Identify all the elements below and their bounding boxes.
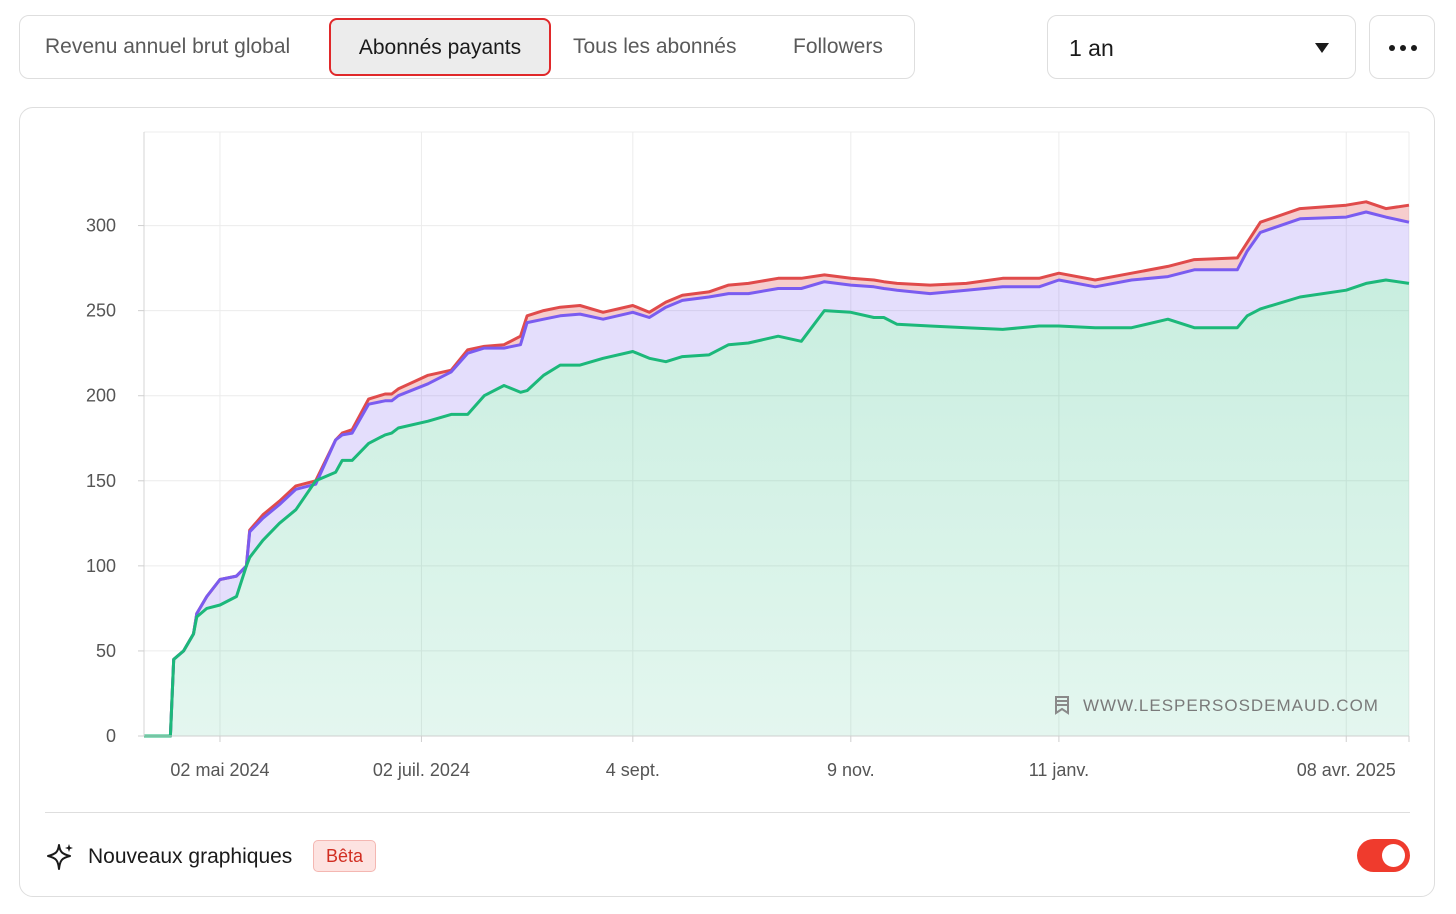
feature-label: Nouveaux graphiques bbox=[88, 845, 293, 868]
caret-down-icon bbox=[1315, 43, 1329, 53]
bookmark-icon bbox=[1055, 696, 1069, 715]
series-line-purple bbox=[144, 210, 1410, 738]
watermark: WWW.LESPERSOSDEMAUD.COM bbox=[1055, 696, 1379, 715]
area-green bbox=[144, 280, 1409, 736]
beta-badge: Bêta bbox=[313, 840, 376, 872]
y-tick-label: 150 bbox=[86, 471, 116, 491]
x-tick-label: 4 sept. bbox=[606, 760, 660, 780]
chart-lines bbox=[144, 200, 1410, 738]
footer-divider bbox=[45, 812, 1410, 813]
y-tick-label: 200 bbox=[86, 386, 116, 406]
more-options-button[interactable] bbox=[1369, 15, 1435, 79]
tab-abonnes-payants[interactable]: Abonnés payants bbox=[329, 18, 551, 76]
series-line-green bbox=[144, 278, 1410, 738]
x-tick-label: 9 nov. bbox=[827, 760, 875, 780]
chart-card: 0 50 100 150 200 250 300 02 mai 2024 02 juil. 20… bbox=[19, 107, 1435, 897]
watermark-text: WWW.LESPERSOSDEMAUD.COM bbox=[1083, 696, 1379, 715]
new-charts-toggle[interactable] bbox=[1357, 839, 1410, 872]
sparkle-icon bbox=[47, 844, 73, 870]
y-tick-label: 250 bbox=[86, 301, 116, 321]
tab-followers[interactable]: Followers bbox=[793, 35, 883, 58]
y-tick-label: 300 bbox=[86, 216, 116, 236]
metric-tabs: Revenu annuel brut global Abonnés payant… bbox=[19, 15, 915, 79]
area-purple bbox=[144, 212, 1409, 736]
tab-revenu-annuel[interactable]: Revenu annuel brut global bbox=[45, 35, 291, 58]
x-tick-label: 11 janv. bbox=[1029, 760, 1089, 780]
tab-tous-les-abonnes[interactable]: Tous les abonnés bbox=[573, 35, 737, 58]
y-tick-label: 50 bbox=[96, 641, 116, 661]
x-tick-label: 02 juil. 2024 bbox=[373, 760, 470, 780]
y-tick-label: 0 bbox=[106, 726, 116, 746]
y-tick-label: 100 bbox=[86, 556, 116, 576]
series-line-red bbox=[144, 200, 1410, 738]
ellipsis-icon bbox=[1389, 45, 1417, 51]
period-select[interactable]: 1 an bbox=[1047, 15, 1356, 79]
x-tick-label: 08 avr. 2025 bbox=[1297, 760, 1396, 780]
x-tick-label: 02 mai 2024 bbox=[170, 760, 269, 780]
period-select-value: 1 an bbox=[1069, 35, 1114, 61]
subscribers-chart: 0 50 100 150 200 250 300 02 mai 2024 02 juil. 20… bbox=[86, 131, 1410, 780]
chart-axes: 0 50 100 150 200 250 300 02 mai 2024 02 juil. 20… bbox=[86, 132, 1410, 780]
chart-areas bbox=[144, 201, 1409, 737]
